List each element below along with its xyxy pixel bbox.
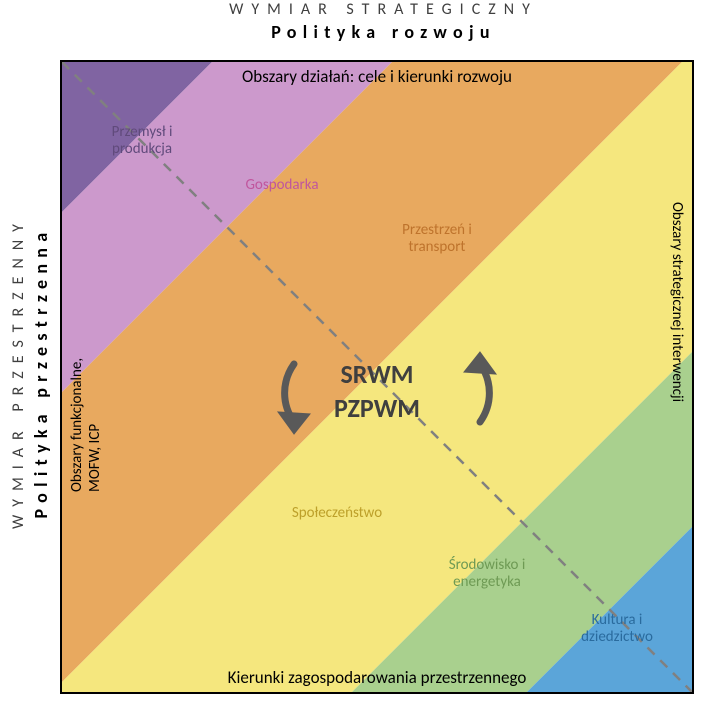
- left-inner-label-text: Obszary funkcjonalne, MOFW, ICP: [68, 358, 104, 492]
- left-header-line2: Polityka przestrzenna: [30, 216, 52, 529]
- bottom-inner-label: Kierunki zagospodarowania przestrzennego: [62, 667, 692, 688]
- left-header-line1: WYMIAR PRZESTRZENNY: [9, 216, 28, 529]
- left-inner-label: Obszary funkcjonalne, MOFW, ICP: [68, 272, 104, 492]
- right-inner-label: Obszary strategicznej interwencji: [668, 202, 686, 522]
- diagram-square: Obszary działań: cele i kierunki rozwoju…: [60, 60, 694, 694]
- top-header: WYMIAR STRATEGICZNY Polityka rozwoju: [60, 0, 707, 43]
- top-header-line2: Polityka rozwoju: [60, 21, 707, 43]
- left-header: WYMIAR PRZESTRZENNY Polityka przestrzenn…: [0, 60, 60, 684]
- top-header-line1: WYMIAR STRATEGICZNY: [60, 0, 707, 19]
- right-inner-label-text: Obszary strategicznej interwencji: [668, 202, 686, 402]
- diagram-container: WYMIAR STRATEGICZNY Polityka rozwoju WYM…: [0, 0, 707, 704]
- top-inner-label: Obszary działań: cele i kierunki rozwoju: [62, 66, 692, 87]
- bands-svg: [62, 62, 692, 692]
